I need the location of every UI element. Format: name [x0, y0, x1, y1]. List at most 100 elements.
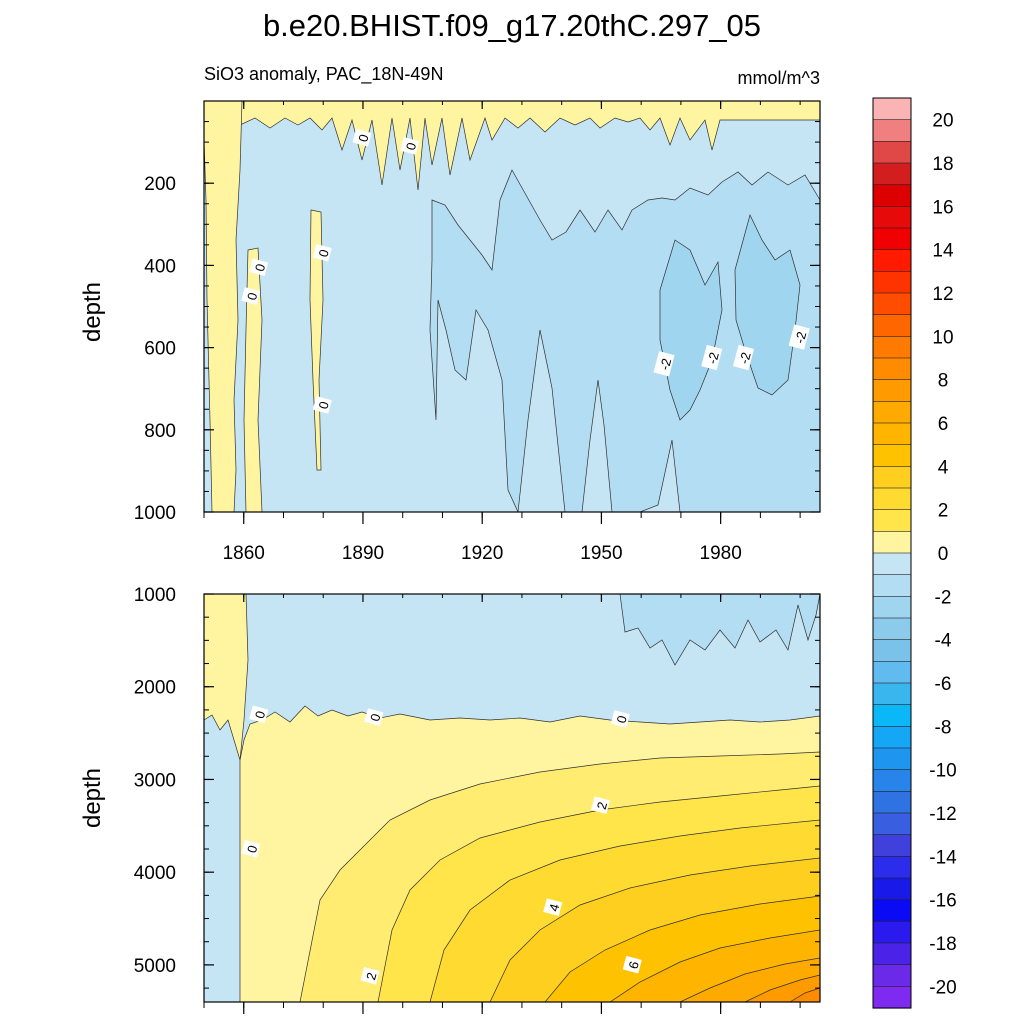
- colorbar-label: 2: [938, 501, 949, 522]
- colorbar-label: 14: [932, 241, 954, 262]
- bottom-fill-10-plus: [789, 987, 820, 1002]
- svg-text:0: 0: [316, 400, 332, 411]
- colorbar-swatch: [872, 271, 912, 294]
- colorbar-swatch: [872, 574, 912, 597]
- colorbar-swatch: [872, 141, 912, 164]
- colorbar-swatch: [872, 444, 912, 467]
- colorbar-swatch: [872, 357, 912, 381]
- colorbar-swatch: [872, 812, 912, 836]
- colorbar-swatch: [872, 921, 912, 944]
- contour-label: 0: [400, 137, 419, 155]
- svg-text:0: 0: [252, 262, 268, 273]
- colorbar-label: -14: [929, 847, 957, 868]
- svg-text:-2: -2: [792, 330, 809, 345]
- colorbar-swatch: [872, 227, 912, 251]
- x-tick-label: 1980: [700, 543, 742, 564]
- svg-text:0: 0: [252, 709, 268, 720]
- y-tick-label: 3000: [134, 770, 176, 791]
- top-fill-minus2-to-minus4: [429, 169, 820, 512]
- svg-text:0: 0: [403, 141, 419, 152]
- colorbar-label: 0: [938, 544, 949, 565]
- bottom-fill-minus2-to-minus4: [619, 594, 820, 666]
- contour-label: -2: [653, 351, 675, 377]
- colorbar-swatch: [872, 834, 912, 857]
- colorbar-swatch: [872, 487, 912, 511]
- colorbar-swatch: [872, 986, 912, 1009]
- svg-text:6: 6: [626, 960, 642, 971]
- colorbar-swatch: [872, 97, 912, 121]
- colorbar-swatch: [872, 596, 912, 619]
- top-fill-positive-west: [204, 101, 243, 512]
- colorbar-swatch: [872, 531, 912, 554]
- panel-deep-frame: [203, 593, 821, 1003]
- colorbar-swatch: [872, 661, 912, 684]
- colorbar-label: 6: [938, 414, 949, 435]
- contour-label: 6: [622, 955, 642, 974]
- contour-label: 0: [610, 710, 630, 728]
- colorbar-swatch: [872, 509, 912, 532]
- contour-label: 0: [249, 705, 268, 724]
- y-tick-label: 200: [144, 174, 176, 195]
- colorbar-swatch: [872, 639, 912, 662]
- x-tick-label: 1890: [342, 543, 384, 564]
- units-label: mmol/m^3: [738, 68, 820, 88]
- contour-label: -2: [732, 344, 755, 371]
- colorbar-swatch: [872, 682, 912, 706]
- colorbar-swatch: [872, 899, 912, 922]
- y-tick-label: 4000: [134, 863, 176, 884]
- svg-text:-2: -2: [736, 350, 753, 365]
- colorbar-label: 4: [938, 457, 949, 478]
- contour-label: 2: [360, 966, 380, 985]
- colorbar-swatch: [872, 336, 912, 359]
- y-tick-label: 600: [144, 339, 176, 360]
- contour-label: 0: [352, 128, 372, 147]
- colorbar-swatch: [872, 206, 912, 229]
- contour-label: 0: [312, 396, 332, 414]
- colorbar-label: -16: [929, 891, 956, 912]
- colorbar-swatch: [872, 379, 912, 402]
- colorbar-label: -6: [935, 674, 952, 695]
- contour-label: 4: [543, 898, 562, 916]
- colorbar-label: 20: [932, 111, 953, 132]
- colorbar-swatch: [872, 422, 912, 446]
- contour-label: 0: [241, 839, 260, 858]
- colorbar-swatch: [872, 162, 912, 186]
- svg-text:0: 0: [367, 712, 383, 723]
- x-tick-label: 1860: [223, 543, 265, 564]
- colorbar-swatch: [872, 877, 912, 901]
- svg-text:0: 0: [316, 248, 332, 259]
- y-tick-label: 2000: [134, 678, 176, 699]
- contour-label: -2: [701, 344, 723, 371]
- colorbar-swatch: [872, 726, 912, 749]
- colorbar-swatch: [872, 314, 912, 337]
- contour-label: 2: [590, 796, 610, 814]
- top-fill-positive-column3: [309, 209, 324, 471]
- colorbar-frame: [872, 97, 912, 1009]
- panel-upper: 0 0 0 0 0 0 -2 -2 -2 -2 200 400 600 800 1000 depth: [79, 100, 821, 524]
- colorbar: 20181614121086420-2-4-6-8-10-12-14-16-18…: [872, 97, 957, 1009]
- colorbar-label: 16: [932, 197, 953, 218]
- colorbar-swatch: [872, 942, 912, 966]
- y-tick-label: 1000: [134, 503, 176, 524]
- contour-label: 0: [312, 243, 332, 262]
- svg-text:0: 0: [355, 133, 371, 144]
- colorbar-label: 8: [938, 371, 949, 392]
- bottom-fill-positive-west: [204, 594, 249, 761]
- contour-label: 0: [364, 708, 384, 726]
- y-tick-label: 800: [144, 421, 176, 442]
- svg-text:-2: -2: [704, 350, 721, 365]
- colorbar-swatch: [872, 466, 912, 489]
- colorbar-swatch: [872, 791, 912, 814]
- contour-label: 0: [241, 287, 260, 305]
- colorbar-label: -12: [929, 804, 956, 825]
- svg-text:2: 2: [363, 971, 379, 982]
- colorbar-label: 18: [932, 154, 953, 175]
- colorbar-swatch: [872, 119, 912, 142]
- y-tick-label: 5000: [134, 956, 176, 977]
- top-fill-positive-surface: [204, 101, 820, 191]
- colorbar-swatch: [872, 769, 912, 792]
- chart-title: b.e20.BHIST.f09_g17.20thC.297_05: [263, 8, 761, 43]
- colorbar-swatch: [872, 856, 912, 879]
- y-axis-label: depth: [79, 282, 106, 342]
